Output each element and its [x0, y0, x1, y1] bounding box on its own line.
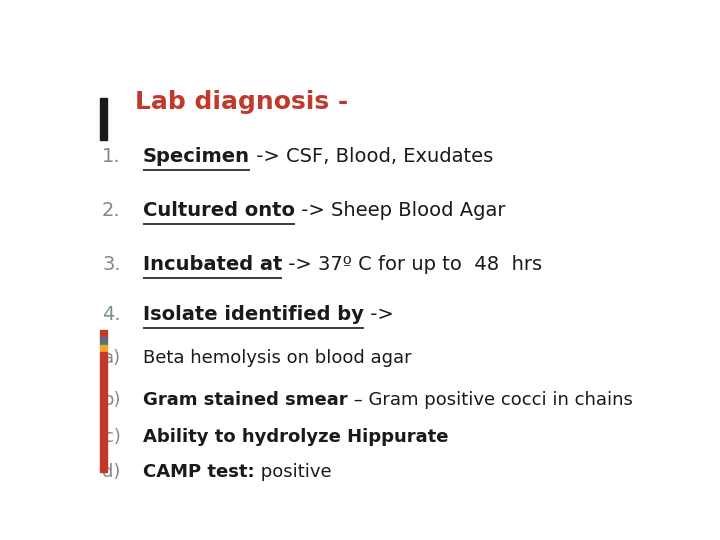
Text: 4.: 4.	[102, 305, 121, 324]
Text: -> 37º C for up to  48  hrs: -> 37º C for up to 48 hrs	[282, 255, 542, 274]
Bar	[100, 98, 107, 140]
Bar	[100, 352, 107, 472]
Text: Specimen: Specimen	[143, 147, 250, 166]
Text: Beta hemolysis on blood agar: Beta hemolysis on blood agar	[143, 349, 412, 367]
Bar	[100, 337, 107, 345]
Text: Isolate identified by: Isolate identified by	[143, 305, 364, 324]
Bar	[100, 345, 107, 352]
Text: CAMP test:: CAMP test:	[143, 463, 255, 481]
Text: Cultured onto: Cultured onto	[143, 201, 295, 220]
Text: Gram stained smear: Gram stained smear	[143, 390, 348, 409]
Text: 2.: 2.	[102, 201, 121, 220]
Text: b): b)	[102, 390, 121, 409]
Text: Ability to hydrolyze Hippurate: Ability to hydrolyze Hippurate	[143, 428, 449, 446]
Text: 3.: 3.	[102, 255, 121, 274]
Text: ->: ->	[364, 305, 394, 324]
Text: Lab diagnosis -: Lab diagnosis -	[135, 90, 348, 114]
Text: c): c)	[104, 428, 121, 446]
Text: -> Sheep Blood Agar: -> Sheep Blood Agar	[295, 201, 505, 220]
Text: – Gram positive cocci in chains: – Gram positive cocci in chains	[348, 390, 632, 409]
Text: 1.: 1.	[102, 147, 121, 166]
Text: positive: positive	[255, 463, 331, 481]
Text: d): d)	[102, 463, 121, 481]
Text: Incubated at: Incubated at	[143, 255, 282, 274]
Text: a): a)	[102, 349, 121, 367]
Bar	[100, 329, 107, 337]
Text: -> CSF, Blood, Exudates: -> CSF, Blood, Exudates	[250, 147, 493, 166]
